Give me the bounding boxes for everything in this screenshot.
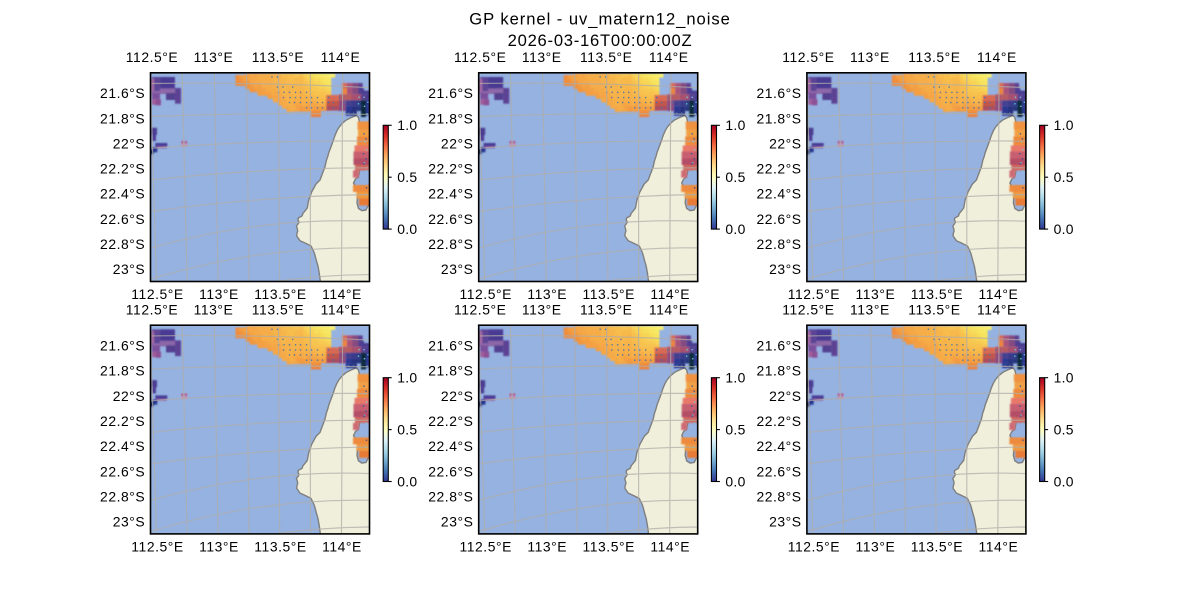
- svg-text:2026-03-16T00:00:00Z: 2026-03-16T00:00:00Z: [508, 31, 693, 50]
- svg-text:GP kernel - uv_matern12_noise: GP kernel - uv_matern12_noise: [469, 10, 731, 29]
